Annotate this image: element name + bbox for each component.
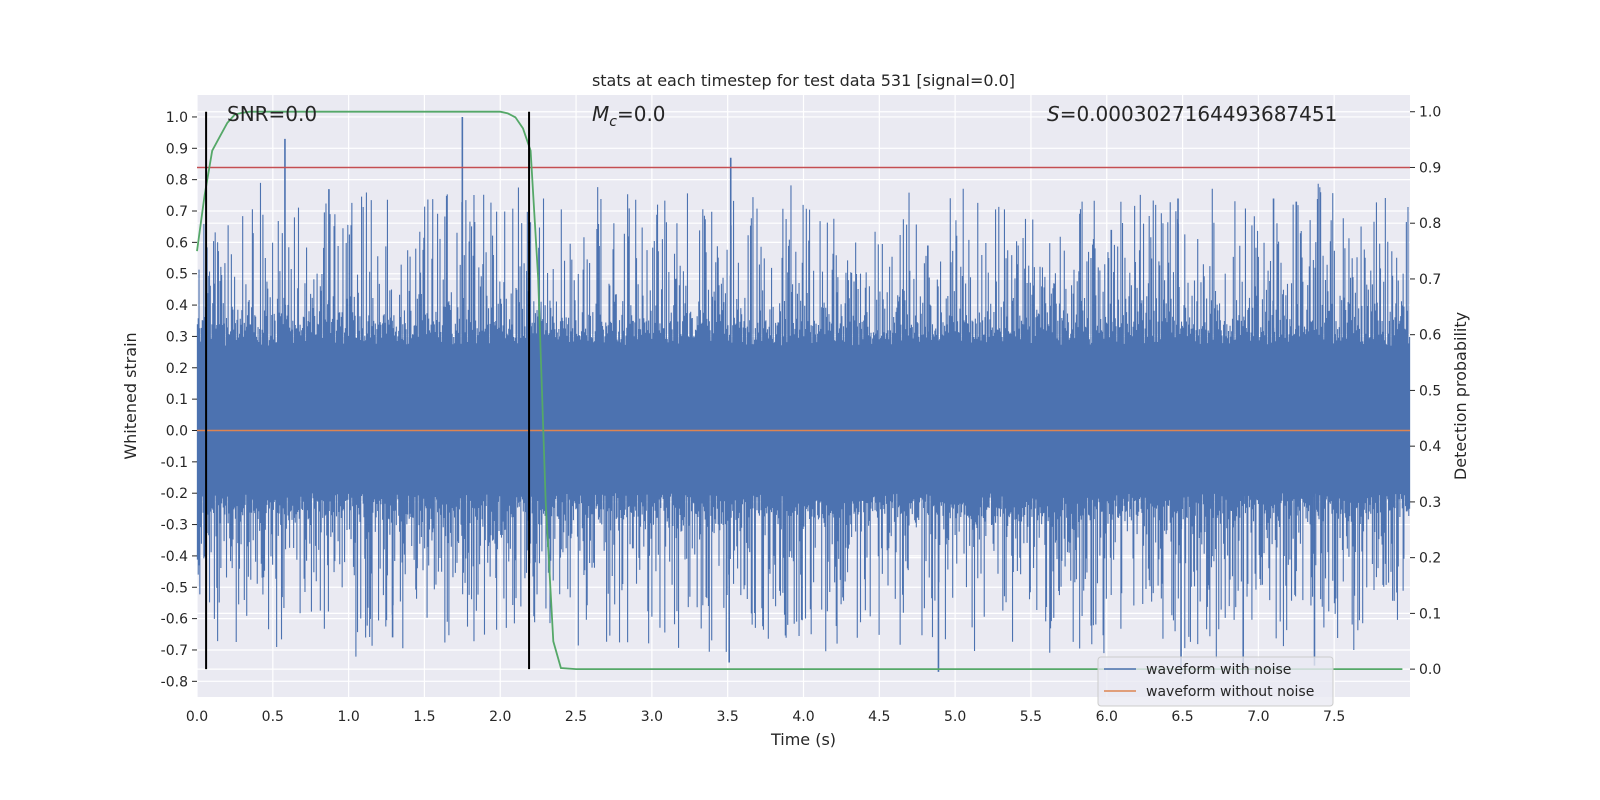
- y-tick-label-right: 0.0: [1419, 662, 1441, 678]
- series-waveform-with-noise: [196, 116, 1411, 676]
- y-tick-label-left: -0.5: [161, 580, 188, 596]
- annotation-s-symbol: S: [1047, 102, 1060, 126]
- x-tick-label: 2.0: [489, 709, 511, 725]
- y-tick-label-left: 0.7: [166, 204, 188, 220]
- annotation-chirp-mass-symbol: M: [592, 102, 609, 126]
- y-tick-label-left: 0.8: [166, 173, 188, 189]
- y-tick-label-left: 1.0: [166, 110, 188, 126]
- y-tick-label-left: 0.0: [166, 423, 188, 439]
- x-tick-label: 0.5: [262, 709, 284, 725]
- chart-title: stats at each timestep for test data 531…: [592, 71, 1015, 90]
- y-tick-label-right: 0.2: [1419, 551, 1441, 567]
- legend: waveform with noise waveform without noi…: [1097, 656, 1334, 707]
- y-tick-label-left: -0.1: [161, 455, 188, 471]
- x-tick-label: 4.0: [792, 709, 814, 725]
- y-tick-label-right: 1.0: [1419, 105, 1441, 121]
- tick-labels: 0.0 0.5 1.0 1.5 2.0 2.5 3.0 3.5 4.0 4.5 5.0 5.5 6.0 6…: [161, 105, 1442, 725]
- y-tick-label-left: 0.6: [166, 235, 188, 251]
- y-tick-label-right: 0.6: [1419, 328, 1441, 344]
- series-lines: [196, 110, 1410, 670]
- y-tick-label-left: 0.9: [166, 141, 188, 157]
- x-tick-label: 7.5: [1323, 709, 1345, 725]
- series-detection-probability: [196, 110, 1403, 670]
- x-tick-label: 6.5: [1171, 709, 1193, 725]
- x-tick-label: 1.0: [337, 709, 359, 725]
- x-tick-label: 3.0: [641, 709, 663, 725]
- x-tick-label: 5.0: [944, 709, 966, 725]
- x-tick-label: 7.0: [1247, 709, 1269, 725]
- annotation-s-statistic: S=0.0003027164493687451: [1047, 102, 1337, 126]
- y-tick-label-left: -0.3: [161, 518, 188, 534]
- y-tick-label-left: 0.4: [166, 298, 188, 314]
- annotation-chirp-mass: Mc=0.0: [592, 102, 666, 130]
- y-tick-label-right: 0.5: [1419, 383, 1441, 399]
- x-tick-label: 3.5: [717, 709, 739, 725]
- y-tick-label-left: -0.6: [161, 612, 188, 628]
- x-tick-label: 6.0: [1096, 709, 1118, 725]
- x-tick-label: 4.5: [868, 709, 890, 725]
- y-tick-label-left: -0.4: [161, 549, 188, 565]
- y-tick-label-right: 0.4: [1419, 439, 1441, 455]
- y-tick-label-right: 0.9: [1419, 160, 1441, 176]
- annotation-chirp-mass-value: =0.0: [617, 102, 666, 126]
- y-axis-label-left: Whitened strain: [121, 332, 140, 459]
- y-tick-label-right: 0.1: [1419, 606, 1441, 622]
- annotation-snr: SNR=0.0: [227, 102, 317, 126]
- y-tick-label-left: 0.2: [166, 361, 188, 377]
- y-tick-label-left: 0.1: [166, 392, 188, 408]
- x-tick-label: 2.5: [565, 709, 587, 725]
- y-tick-label-left: -0.2: [161, 486, 188, 502]
- x-tick-label: 5.5: [1020, 709, 1042, 725]
- legend-entry-waveform-with-noise: waveform with noise: [1146, 662, 1291, 678]
- y-tick-label-left: -0.7: [161, 643, 188, 659]
- y-tick-label-right: 0.3: [1419, 495, 1441, 511]
- legend-box: [1097, 656, 1334, 707]
- y-tick-label-left: 0.5: [166, 267, 188, 283]
- y-tick-label-left: 0.3: [166, 329, 188, 345]
- x-tick-label: 1.5: [413, 709, 435, 725]
- annotation-chirp-mass-subscript: c: [609, 114, 617, 130]
- y-tick-label-left: -0.8: [161, 674, 188, 690]
- x-tick-label: 0.0: [186, 709, 208, 725]
- legend-entry-waveform-without-noise: waveform without noise: [1146, 684, 1314, 700]
- y-axis-label-right: Detection probability: [1451, 312, 1470, 480]
- y-tick-label-right: 0.7: [1419, 272, 1441, 288]
- annotation-s-value: =0.0003027164493687451: [1060, 102, 1338, 126]
- x-axis-label: Time (s): [770, 730, 836, 749]
- y-tick-label-right: 0.8: [1419, 216, 1441, 232]
